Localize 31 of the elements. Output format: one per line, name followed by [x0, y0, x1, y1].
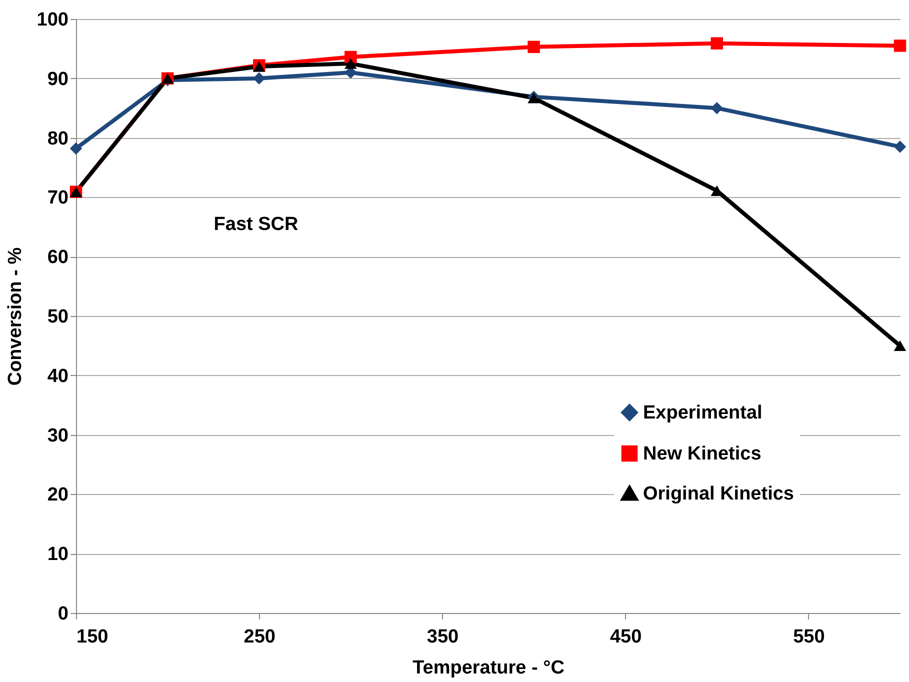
- point: [70, 142, 82, 155]
- y-tick-label: 90: [47, 68, 68, 90]
- point: [894, 340, 906, 352]
- y-tick-label: 60: [47, 247, 68, 268]
- annotation: Fast SCR: [214, 214, 299, 235]
- y-tick-label: 20: [47, 484, 68, 506]
- x-axis-title: Temperature - °C: [412, 658, 565, 678]
- y-tick-label: 50: [47, 306, 68, 328]
- x-tick-label: 450: [610, 626, 642, 648]
- y-tick-label: 0: [58, 604, 68, 624]
- point: [528, 40, 540, 54]
- x-tick-label: 550: [793, 626, 825, 648]
- y-tick-label: 30: [47, 425, 68, 446]
- legend-label: New Kinetics: [643, 444, 762, 464]
- y-tick-label: 40: [47, 366, 68, 387]
- x-tick-label: 250: [244, 626, 276, 648]
- y-tick-label: 100: [36, 10, 68, 30]
- point: [710, 37, 724, 50]
- y-axis-title: Conversion - %: [4, 247, 26, 386]
- point: [344, 50, 357, 64]
- legend-label: Original Kinetics: [643, 484, 794, 504]
- y-tick-label: 80: [47, 128, 68, 150]
- point: [894, 40, 906, 52]
- legend-label: Experimental: [643, 402, 762, 424]
- y-tick-label: 70: [47, 188, 68, 209]
- y-tick-label: 10: [47, 544, 68, 566]
- point: [710, 102, 724, 114]
- x-tick-label: 150: [76, 626, 108, 648]
- point: [344, 58, 357, 69]
- point: [894, 140, 906, 153]
- x-tick-label: 350: [426, 626, 459, 648]
